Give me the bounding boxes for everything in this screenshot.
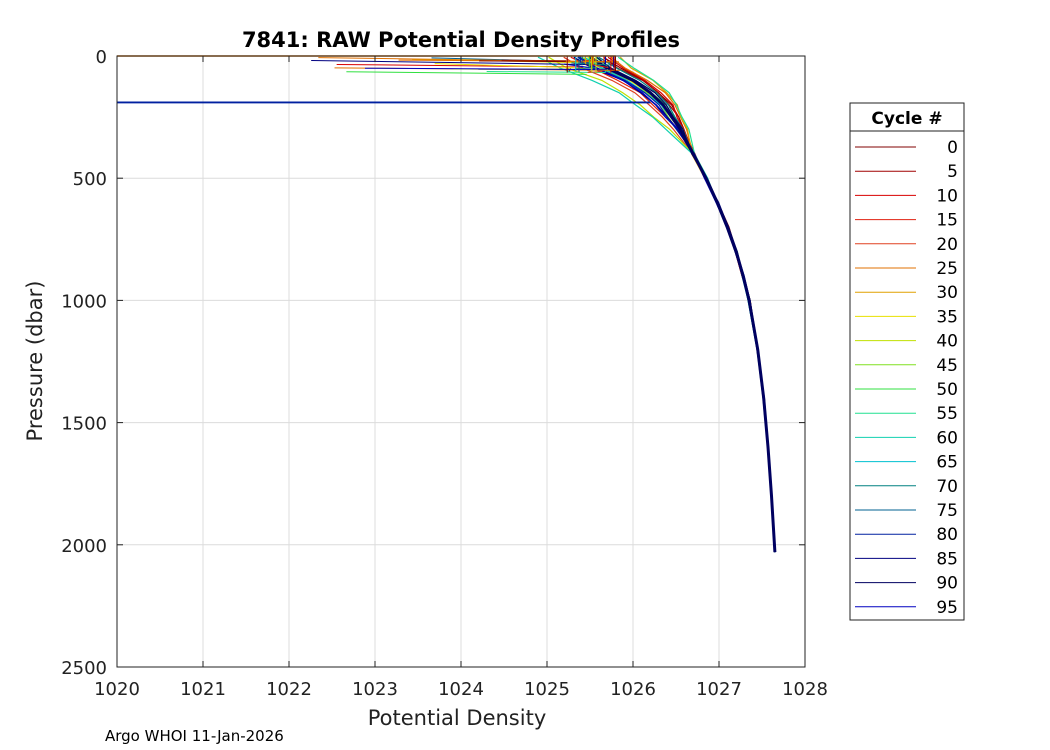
legend-label-60: 60 <box>936 428 958 448</box>
legend-label-30: 30 <box>936 283 958 303</box>
surface-trace <box>434 63 574 69</box>
x-tick-label: 1024 <box>438 679 484 700</box>
legend-label-40: 40 <box>936 332 958 352</box>
legend-items: 0 5 10 15 20 25 30 35 40 45 50 55 60 65 70 75 80 85 90 95 <box>855 138 958 618</box>
legend-label-15: 15 <box>936 211 958 231</box>
profile-line-cycle-80 <box>579 56 776 553</box>
legend-label-5: 5 <box>947 162 958 182</box>
legend-label-95: 95 <box>936 598 958 618</box>
chart-title: 7841: RAW Potential Density Profiles <box>242 28 680 52</box>
legend-label-0: 0 <box>947 138 958 158</box>
profile-bundle <box>589 55 777 553</box>
grid-layer <box>116 55 806 668</box>
x-tick-label: 1026 <box>610 679 656 700</box>
profile-line-cycle-95 <box>577 56 776 553</box>
y-tick-label: 1000 <box>61 291 107 312</box>
profile-line-cycle-30 <box>619 56 776 553</box>
profile-line-cycle-75 <box>578 56 776 553</box>
x-tick-label: 1021 <box>180 679 226 700</box>
legend-label-55: 55 <box>936 404 958 424</box>
footer-credit: Argo WHOI 11-Jan-2026 <box>105 727 284 745</box>
legend-label-70: 70 <box>936 477 958 497</box>
surface-trace <box>479 60 566 63</box>
profile-line-cycle-20 <box>563 56 776 553</box>
legend-label-75: 75 <box>936 501 958 521</box>
surface-trace <box>311 60 601 66</box>
legend-label-65: 65 <box>936 453 958 473</box>
y-tick-label: 2500 <box>61 658 107 679</box>
plot-layer <box>117 55 777 553</box>
y-tick-label: 2000 <box>61 536 107 557</box>
legend-label-45: 45 <box>936 356 958 376</box>
surface-trace <box>486 71 606 73</box>
x-tick-label: 1023 <box>352 679 398 700</box>
x-tick-label: 1028 <box>782 679 828 700</box>
profile-line-cycle-15 <box>570 56 776 553</box>
legend-label-90: 90 <box>936 574 958 594</box>
x-tick-label: 1020 <box>94 679 140 700</box>
x-axis-title: Potential Density <box>368 706 547 730</box>
legend-label-80: 80 <box>936 525 958 545</box>
legend-label-10: 10 <box>936 186 958 206</box>
legend-label-25: 25 <box>936 259 958 279</box>
legend-label-20: 20 <box>936 235 958 255</box>
profile-line-cycle-60 <box>537 56 776 553</box>
y-tick-label: 500 <box>73 169 107 190</box>
legend-label-85: 85 <box>936 549 958 569</box>
profile-line-cycle-40 <box>548 56 776 553</box>
surface-trace <box>346 71 587 75</box>
y-tick-label: 0 <box>96 47 107 68</box>
x-tick-label: 1025 <box>524 679 570 700</box>
surface-trace <box>587 70 603 73</box>
y-tick-label: 1500 <box>61 414 107 435</box>
y-axis-title: Pressure (dbar) <box>23 281 47 442</box>
legend-title: Cycle # <box>871 109 942 129</box>
surface-trace <box>604 68 609 73</box>
x-tick-label: 1027 <box>696 679 742 700</box>
tick-layer: 1020 1021 1022 1023 1024 1025 1026 1027 1028 0 500… <box>61 47 828 700</box>
legend-label-50: 50 <box>936 380 958 400</box>
surface-trace <box>364 67 598 71</box>
x-tick-label: 1022 <box>266 679 312 700</box>
legend: Cycle # 0 5 10 15 20 25 30 35 40 45 50 55 60 65 70 75 80… <box>849 102 965 621</box>
legend-label-35: 35 <box>936 307 958 327</box>
